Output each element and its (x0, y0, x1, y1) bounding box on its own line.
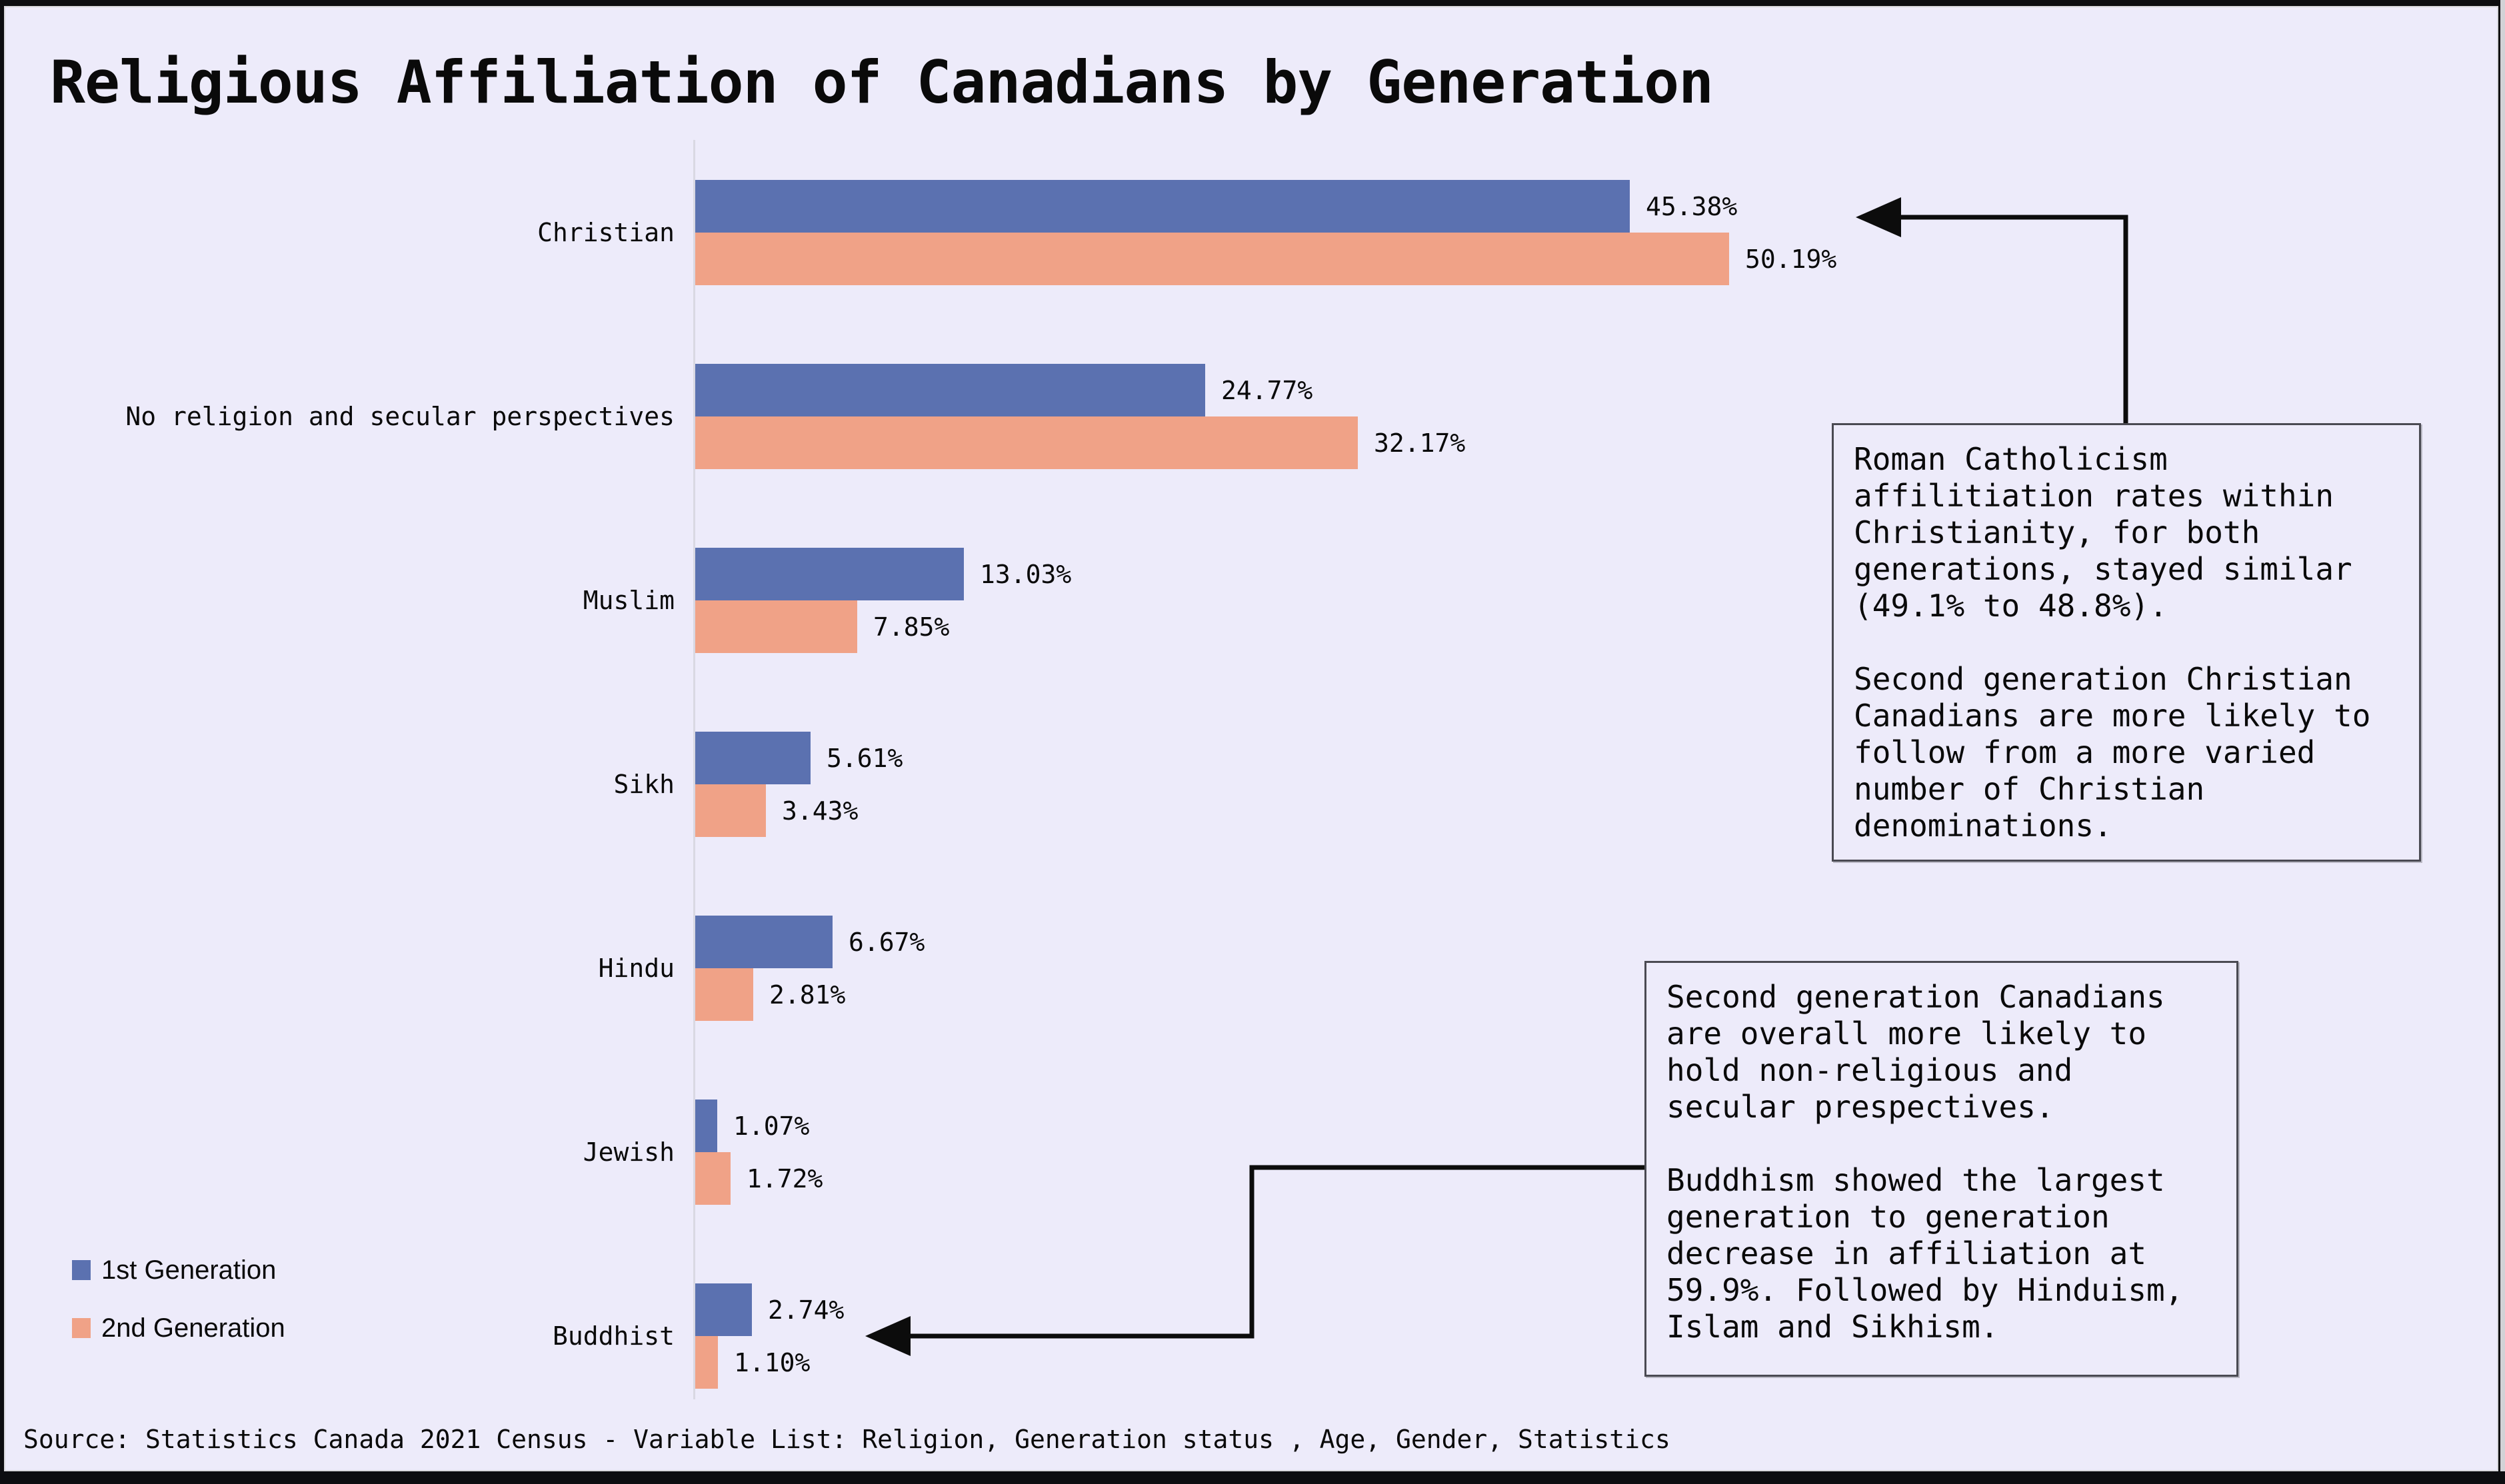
legend: 1st Generation 2nd Generation (72, 1254, 285, 1370)
bar-buddhist-2nd-generation (695, 1336, 718, 1389)
bar-muslim-2nd-generation (695, 600, 857, 653)
bar-hindu-1st-generation (695, 916, 833, 968)
value-label-muslim-2nd-generation: 7.85% (873, 612, 950, 642)
value-label-sikh-2nd-generation: 3.43% (782, 796, 859, 826)
bar-jewish-1st-generation (695, 1100, 717, 1152)
arrow-to-buddhist-bar (865, 1165, 1644, 1356)
category-label-christian: Christian (537, 218, 675, 247)
bar-muslim-1st-generation (695, 548, 964, 600)
category-label-no-religion-and-secular-perspectives: No religion and secular perspectives (125, 402, 675, 431)
annotation-roman-catholicism: Roman Catholicism affilitiation rates wi… (1832, 423, 2421, 862)
bar-christian-2nd-generation (695, 233, 1729, 285)
value-label-jewish-2nd-generation: 1.72% (747, 1163, 823, 1193)
category-label-sikh: Sikh (613, 770, 675, 799)
bar-buddhist-1st-generation (695, 1283, 752, 1336)
value-label-jewish-1st-generation: 1.07% (733, 1111, 810, 1141)
value-label-christian-2nd-generation: 50.19% (1745, 244, 1837, 274)
bar-christian-1st-generation (695, 180, 1630, 233)
value-label-buddhist-2nd-generation: 1.10% (734, 1347, 811, 1377)
arrow-to-christian-bar (1856, 197, 2128, 423)
source-note: Source: Statistics Canada 2021 Census - … (23, 1425, 1670, 1454)
legend-swatch-2nd-generation-icon (72, 1318, 91, 1338)
category-label-muslim: Muslim (583, 586, 675, 615)
annotation-second-generation: Second generation Canadians are overall … (1644, 961, 2238, 1377)
y-axis-line (693, 140, 695, 1399)
value-label-christian-1st-generation: 45.38% (1646, 191, 1738, 221)
value-label-muslim-1st-generation: 13.03% (980, 559, 1072, 589)
value-label-no-religion-and-secular-perspectives-1st-generation: 24.77% (1221, 375, 1313, 405)
category-label-hindu: Hindu (598, 954, 675, 983)
category-label-buddhist: Buddhist (552, 1321, 675, 1351)
value-label-buddhist-1st-generation: 2.74% (768, 1295, 845, 1325)
value-label-sikh-1st-generation: 5.61% (827, 743, 903, 773)
value-label-hindu-2nd-generation: 2.81% (769, 980, 846, 1010)
legend-label-2nd-generation: 2nd Generation (101, 1313, 285, 1343)
bar-jewish-2nd-generation (695, 1152, 731, 1205)
bar-no-religion-and-secular-perspectives-2nd-generation (695, 416, 1358, 469)
bar-sikh-1st-generation (695, 732, 811, 784)
legend-item-1st-generation: 1st Generation (72, 1254, 285, 1286)
category-label-jewish: Jewish (583, 1137, 675, 1167)
value-label-hindu-1st-generation: 6.67% (849, 927, 925, 957)
legend-item-2nd-generation: 2nd Generation (72, 1312, 285, 1344)
value-label-no-religion-and-secular-perspectives-2nd-generation: 32.17% (1374, 428, 1466, 458)
legend-swatch-1st-generation-icon (72, 1260, 91, 1280)
bar-sikh-2nd-generation (695, 784, 766, 837)
legend-label-1st-generation: 1st Generation (101, 1255, 277, 1285)
bar-hindu-2nd-generation (695, 968, 753, 1021)
bar-no-religion-and-secular-perspectives-1st-generation (695, 364, 1205, 416)
chart-title: Religious Affiliation of Canadians by Ge… (50, 48, 1714, 117)
